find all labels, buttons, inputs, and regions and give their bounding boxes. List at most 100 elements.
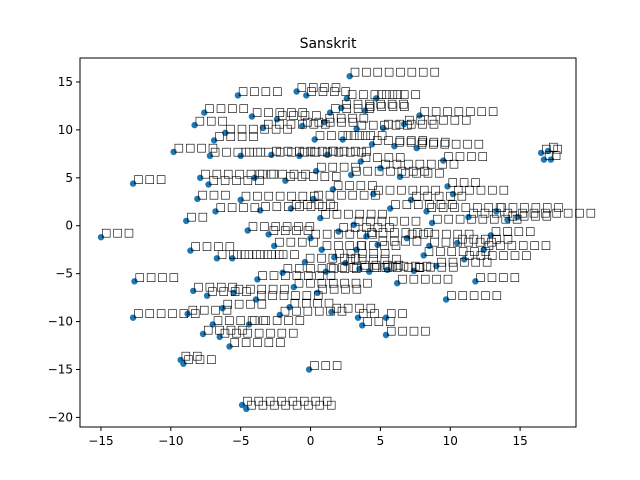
point-label: □□□□ (378, 234, 424, 247)
point-label: □□□□□ (446, 289, 503, 302)
data-point (230, 289, 237, 296)
data-point (206, 152, 214, 159)
data-point (213, 255, 221, 262)
point-label: □□□□□□□ (257, 268, 337, 281)
data-point (420, 252, 427, 259)
point-label: □□□□□ (394, 135, 451, 148)
data-point (212, 208, 219, 215)
point-label: □□□□□ (383, 117, 440, 130)
y-tick-label: −5 (55, 267, 73, 281)
data-point (350, 221, 357, 228)
point-label: □□□ (183, 353, 217, 366)
chart-title: Sanskrit (300, 36, 357, 52)
data-point (328, 308, 335, 316)
data-point (184, 310, 191, 318)
data-point (322, 268, 330, 275)
data-point (359, 322, 366, 329)
data-point (374, 241, 381, 249)
data-point (259, 124, 267, 132)
point-label: □□□□□ (305, 251, 362, 264)
point-label: □□□□ (316, 160, 362, 173)
point-label: □□□□□ (453, 183, 510, 196)
point-label: □□□□□□□□ (246, 398, 337, 411)
data-point (396, 173, 404, 180)
point-label: □□□□ (135, 270, 181, 283)
x-tick-label: −15 (88, 434, 113, 448)
data-point (299, 122, 306, 130)
point-label: □□□□□ (249, 313, 306, 326)
data-point (382, 331, 390, 339)
point-label: □ (544, 149, 555, 162)
point-label: □□□□ (330, 102, 376, 115)
point-label: □□□□ (357, 239, 403, 252)
point-label: □□□□□□ (464, 248, 532, 261)
data-point (321, 119, 328, 126)
data-point (310, 195, 317, 203)
data-point (317, 214, 324, 222)
point-label: □□□□□ (347, 87, 404, 100)
point-label: □□□□ (386, 324, 432, 337)
point-label: □□□□□□ (390, 198, 458, 211)
point-label: □□□ (448, 175, 482, 188)
point-label: □□□□□□ (280, 304, 348, 317)
point-label: □□□□ (203, 323, 249, 336)
point-label: □□□□□□□ (200, 167, 280, 180)
data-point (461, 256, 468, 263)
point-label: □□□□ (214, 129, 260, 142)
data-point (382, 314, 390, 321)
point-label: □□□□□□ (417, 137, 485, 150)
point-label: □□□□□□ (299, 145, 367, 158)
data-point (97, 234, 105, 241)
point-label: □□□□ (318, 282, 364, 295)
points-layer (97, 73, 555, 412)
point-label: □□□□□ (209, 174, 266, 187)
point-label: □□□□□□ (313, 188, 381, 201)
point-label: □□□□ (216, 200, 262, 213)
y-tick-label: 5 (65, 171, 73, 185)
data-point (190, 287, 197, 295)
data-point (245, 321, 253, 328)
y-tick-label: −10 (48, 315, 73, 329)
data-point (403, 235, 411, 242)
point-label: □□□□ (327, 144, 373, 157)
data-point (273, 116, 281, 123)
point-label: □□□□□ (210, 145, 267, 158)
data-point (410, 267, 418, 274)
data-point (252, 296, 260, 303)
y-tick-label: 0 (65, 219, 73, 233)
point-label: □□□□□□□□ (350, 65, 441, 78)
data-point (307, 235, 314, 242)
point-label: □□□□ (207, 285, 253, 298)
point-label: □□□□□□ (424, 244, 492, 257)
data-point (331, 254, 338, 261)
data-point (361, 107, 369, 114)
data-point (199, 330, 207, 338)
point-label: □□□□ (414, 260, 460, 273)
data-point (238, 401, 246, 409)
data-point (293, 88, 300, 95)
data-point (296, 152, 303, 159)
point-label: □□□□□□ (404, 113, 472, 126)
point-label: □□□□□□□ (420, 105, 500, 118)
data-point (487, 232, 494, 239)
data-point (301, 258, 309, 266)
data-point (237, 196, 244, 203)
data-point (343, 95, 351, 102)
data-point (356, 265, 363, 273)
point-label: □□□□□ (234, 282, 291, 295)
point-label: □□□□□ (411, 189, 468, 202)
data-point (276, 311, 283, 319)
data-point (428, 219, 436, 227)
point-label: □□□□□ (339, 221, 396, 234)
data-point (254, 276, 261, 283)
point-label: □□□□□□ (373, 183, 441, 196)
point-label: □□□□ (223, 297, 269, 310)
point-label: □□□□□□□ (283, 262, 363, 275)
point-label: □□□□□ (346, 252, 403, 265)
data-point (454, 239, 461, 247)
x-tick-label: 5 (377, 434, 385, 448)
point-label: □□□□□□ (133, 307, 201, 320)
point-label: □□□□□□□ (241, 189, 321, 202)
data-point (370, 190, 377, 198)
point-label: □□□□ (400, 166, 446, 179)
